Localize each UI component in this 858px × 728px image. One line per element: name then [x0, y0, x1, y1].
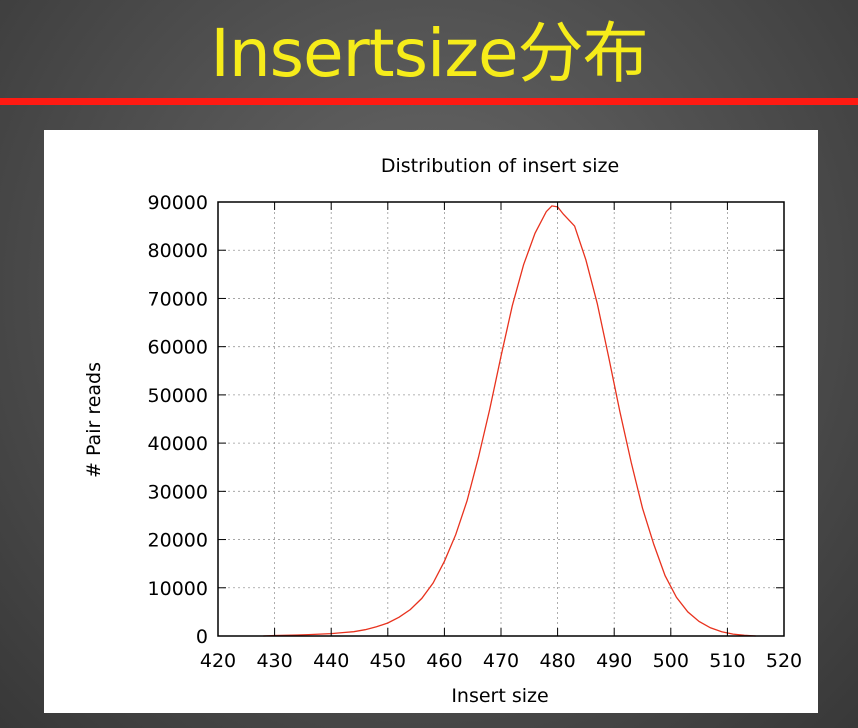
y-tick-label: 60000: [148, 337, 208, 359]
x-tick-label: 440: [313, 650, 349, 672]
y-tick-label: 0: [196, 626, 208, 648]
x-tick-label: 450: [370, 650, 406, 672]
x-tick-label: 500: [653, 650, 689, 672]
y-tick-label: 40000: [148, 433, 208, 455]
x-tick-label: 520: [766, 650, 802, 672]
y-tick-label: 20000: [148, 530, 208, 552]
chart-ticks: 420 430 440 450 460 470 480 490 500 510 520 0 10000 2…: [148, 192, 803, 672]
y-tick-label: 80000: [148, 240, 208, 262]
title-divider: [0, 98, 858, 105]
slide-title: Insertsize分布: [210, 15, 648, 92]
chart-title: Distribution of insert size: [381, 155, 619, 177]
y-tick-label: 50000: [148, 385, 208, 407]
x-tick-label: 490: [596, 650, 632, 672]
y-tick-label: 10000: [148, 578, 208, 600]
y-axis-label: # Pair reads: [83, 362, 105, 478]
x-tick-label: 510: [709, 650, 745, 672]
y-tick-label: 30000: [148, 481, 208, 503]
chart-grid: [218, 202, 784, 636]
x-tick-label: 460: [426, 650, 462, 672]
x-axis-label: Insert size: [451, 685, 548, 707]
y-tick-label: 90000: [148, 192, 208, 214]
series-line: [263, 205, 756, 637]
x-tick-label: 420: [200, 650, 236, 672]
x-tick-label: 480: [539, 650, 575, 672]
x-tick-label: 470: [483, 650, 519, 672]
chart-panel: 420 430 440 450 460 470 480 490 500 510 520 0 10000 2…: [44, 130, 818, 713]
x-tick-label: 430: [256, 650, 292, 672]
insert-size-chart: 420 430 440 450 460 470 480 490 500 510 520 0 10000 2…: [83, 155, 803, 707]
y-tick-label: 70000: [148, 288, 208, 310]
